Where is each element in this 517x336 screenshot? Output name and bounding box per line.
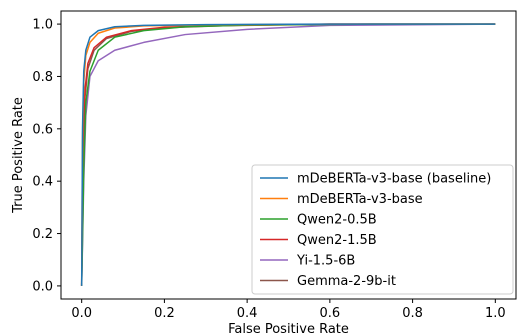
- x-axis-ticks: 0.0 0.2 0.4 0.6 0.8 1.0: [71, 299, 506, 321]
- x-tick-label: 0.0: [71, 306, 92, 321]
- legend-item: mDeBERTa-v3-base (baseline): [260, 172, 491, 187]
- plot-frame: [60, 10, 517, 300]
- legend-label: Qwen2-1.5B: [297, 233, 377, 248]
- y-tick-label: 0.4: [32, 175, 53, 190]
- x-tick-label: 0.6: [320, 306, 341, 321]
- y-axis-ticks: 0.0 0.2 0.4 0.6 0.8 1.0: [32, 18, 61, 294]
- series-line-0: [80, 23, 496, 286]
- plot-lines: [80, 23, 496, 286]
- legend-item: mDeBERTa-v3-base: [260, 192, 423, 207]
- y-tick-label: 0.6: [32, 122, 53, 137]
- y-tick-label: 1.0: [32, 18, 53, 33]
- legend-item: Yi-1.5-6B: [260, 254, 355, 269]
- legend-box: [251, 164, 514, 295]
- legend-item: Gemma-2-9b-it: [260, 274, 396, 289]
- legend-item: Qwen2-0.5B: [260, 213, 377, 228]
- x-tick-label: 0.2: [154, 306, 175, 321]
- legend-item: Qwen2-1.5B: [260, 233, 377, 248]
- legend-label: Gemma-2-9b-it: [297, 274, 396, 289]
- y-tick-label: 0.8: [32, 70, 53, 85]
- y-tick-label: 0.0: [32, 279, 53, 294]
- legend-label: Yi-1.5-6B: [296, 254, 355, 269]
- x-tick-label: 0.8: [402, 306, 423, 321]
- x-tick-label: 0.4: [237, 306, 258, 321]
- legend: mDeBERTa-v3-base (baseline) mDeBERTa-v3-b…: [251, 164, 514, 295]
- y-axis-label: True Positive Rate: [11, 97, 26, 214]
- legend-label: mDeBERTa-v3-base: [297, 192, 423, 207]
- legend-label: mDeBERTa-v3-base (baseline): [297, 172, 491, 187]
- x-axis-label: False Positive Rate: [228, 322, 349, 336]
- legend-label: Qwen2-0.5B: [297, 213, 377, 228]
- y-tick-label: 0.2: [32, 227, 53, 242]
- x-tick-label: 1.0: [485, 306, 506, 321]
